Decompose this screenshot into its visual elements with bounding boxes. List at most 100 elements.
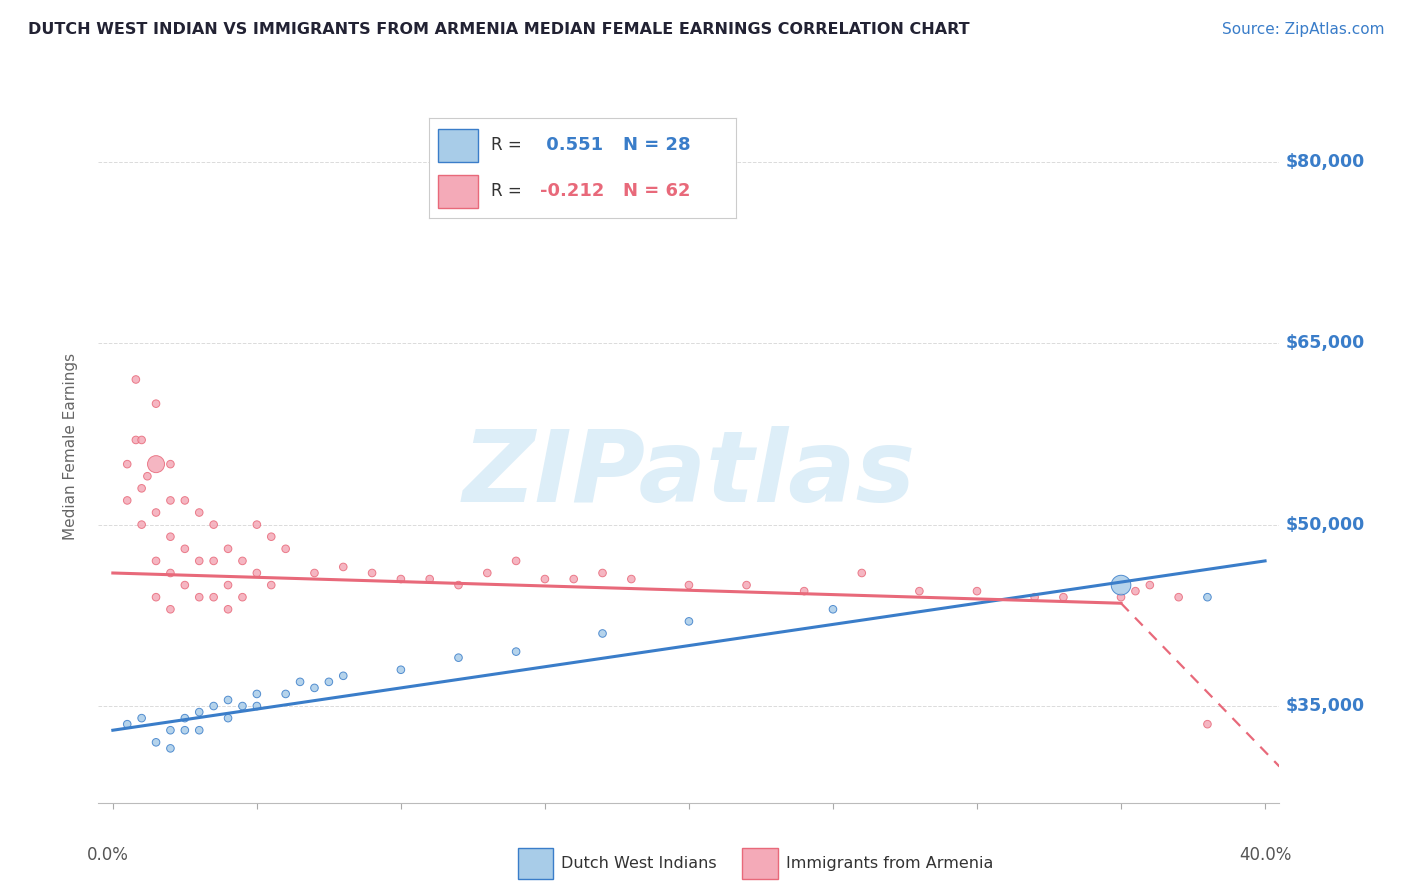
Point xyxy=(1024,590,1046,604)
Text: DUTCH WEST INDIAN VS IMMIGRANTS FROM ARMENIA MEDIAN FEMALE EARNINGS CORRELATION : DUTCH WEST INDIAN VS IMMIGRANTS FROM ARM… xyxy=(28,22,970,37)
Text: $65,000: $65,000 xyxy=(1285,334,1365,352)
Point xyxy=(173,578,195,592)
Point xyxy=(188,506,211,520)
Point xyxy=(678,578,700,592)
Point xyxy=(821,602,844,616)
Point xyxy=(125,372,148,386)
Point xyxy=(136,469,159,483)
Point xyxy=(851,566,873,580)
Point xyxy=(217,578,239,592)
Point xyxy=(318,674,340,689)
FancyBboxPatch shape xyxy=(439,175,478,208)
Point xyxy=(288,674,311,689)
Point xyxy=(173,493,195,508)
Point xyxy=(260,530,283,544)
Point xyxy=(188,705,211,719)
Text: N = 62: N = 62 xyxy=(623,182,690,200)
Point xyxy=(419,572,441,586)
Text: 0.551: 0.551 xyxy=(540,136,603,153)
Point xyxy=(505,554,527,568)
Point xyxy=(361,566,384,580)
Text: $50,000: $50,000 xyxy=(1285,516,1365,533)
Text: R =: R = xyxy=(491,136,522,153)
Point xyxy=(1197,717,1219,731)
Point xyxy=(115,717,138,731)
Point xyxy=(332,560,354,574)
Point xyxy=(131,711,153,725)
Text: Immigrants from Armenia: Immigrants from Armenia xyxy=(786,856,993,871)
Point xyxy=(246,566,269,580)
Point xyxy=(159,602,181,616)
Point xyxy=(1109,578,1132,592)
Point xyxy=(145,457,167,471)
Point xyxy=(562,572,585,586)
Point xyxy=(145,735,167,749)
Point xyxy=(735,578,758,592)
Text: $35,000: $35,000 xyxy=(1285,697,1364,715)
FancyBboxPatch shape xyxy=(742,847,778,880)
Point xyxy=(477,566,499,580)
Point xyxy=(159,493,181,508)
Point xyxy=(389,572,412,586)
Point xyxy=(145,554,167,568)
Text: R =: R = xyxy=(491,182,522,200)
Point xyxy=(246,517,269,532)
Point xyxy=(231,699,253,714)
Point xyxy=(246,687,269,701)
Point xyxy=(332,669,354,683)
Point xyxy=(1167,590,1189,604)
Point xyxy=(159,566,181,580)
Point xyxy=(145,506,167,520)
Point xyxy=(145,397,167,411)
Point xyxy=(202,517,225,532)
Point xyxy=(592,566,614,580)
Point xyxy=(274,687,297,701)
Point xyxy=(115,493,138,508)
Point xyxy=(188,590,211,604)
Point xyxy=(1052,590,1074,604)
Point xyxy=(217,541,239,556)
Text: 40.0%: 40.0% xyxy=(1239,846,1291,863)
Point xyxy=(260,578,283,592)
Text: 0.0%: 0.0% xyxy=(87,846,128,863)
Point xyxy=(217,693,239,707)
Text: ZIPatlas: ZIPatlas xyxy=(463,426,915,523)
Point xyxy=(1197,590,1219,604)
Point xyxy=(202,590,225,604)
Point xyxy=(131,433,153,447)
Point xyxy=(217,602,239,616)
Point xyxy=(159,741,181,756)
Point xyxy=(159,530,181,544)
Point xyxy=(1125,584,1147,599)
Point xyxy=(159,723,181,738)
Point xyxy=(793,584,815,599)
Text: Source: ZipAtlas.com: Source: ZipAtlas.com xyxy=(1222,22,1385,37)
Y-axis label: Median Female Earnings: Median Female Earnings xyxy=(63,352,77,540)
Point xyxy=(1109,590,1132,604)
Point xyxy=(447,650,470,665)
Point xyxy=(592,626,614,640)
Point xyxy=(274,541,297,556)
Point xyxy=(231,554,253,568)
Point xyxy=(505,645,527,659)
Point xyxy=(173,723,195,738)
Text: Dutch West Indians: Dutch West Indians xyxy=(561,856,717,871)
Point xyxy=(678,615,700,629)
Point xyxy=(246,699,269,714)
Point xyxy=(202,699,225,714)
Point xyxy=(131,517,153,532)
FancyBboxPatch shape xyxy=(517,847,553,880)
Point xyxy=(534,572,557,586)
Point xyxy=(145,590,167,604)
Point xyxy=(1139,578,1161,592)
Point xyxy=(202,554,225,568)
Point xyxy=(304,566,326,580)
Text: -0.212: -0.212 xyxy=(540,182,605,200)
Point xyxy=(908,584,931,599)
FancyBboxPatch shape xyxy=(439,128,478,161)
Point xyxy=(231,590,253,604)
Text: $80,000: $80,000 xyxy=(1285,153,1365,170)
Point xyxy=(188,554,211,568)
Point xyxy=(188,723,211,738)
Point xyxy=(620,572,643,586)
